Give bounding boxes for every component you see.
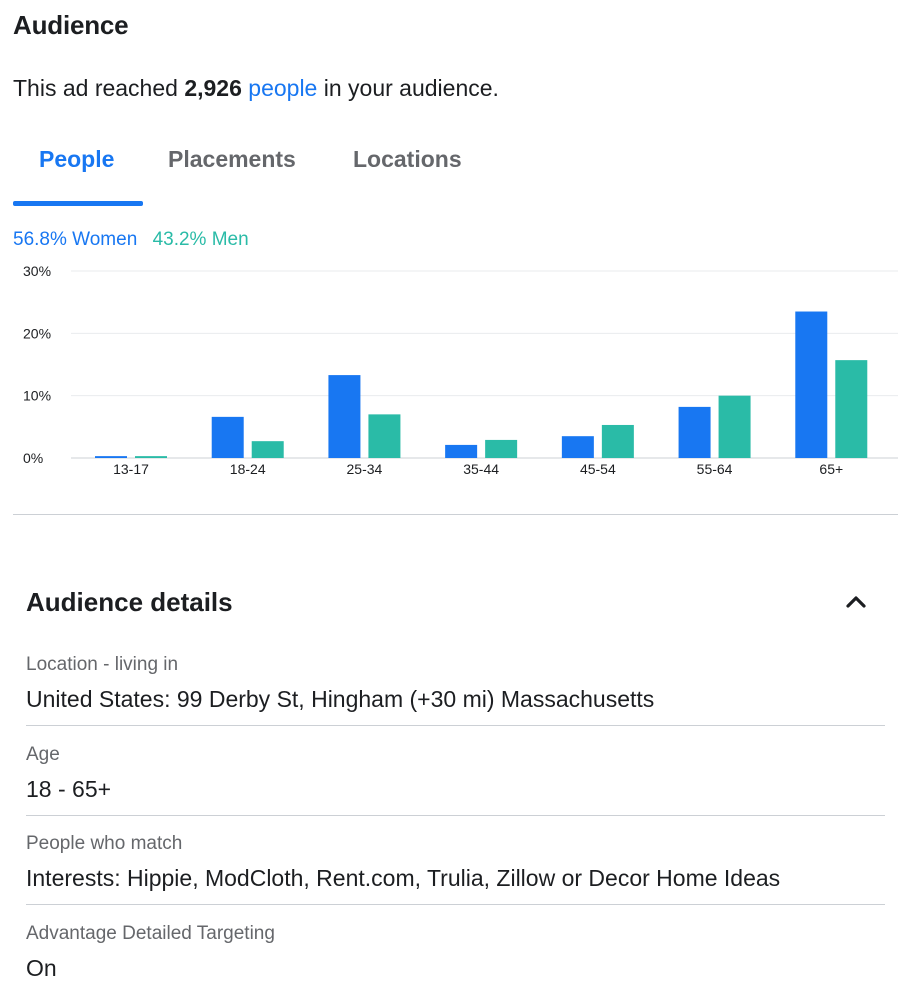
- detail-row-interests: People who match Interests: Hippie, ModC…: [26, 833, 885, 905]
- bar-men: [835, 360, 868, 458]
- detail-row-advantage-targeting: Advantage Detailed Targeting On: [26, 923, 885, 982]
- men-share: 43.2% Men: [152, 229, 249, 250]
- x-tick-label: 25-34: [347, 461, 383, 477]
- bar-men: [601, 424, 634, 458]
- bar-men: [718, 395, 751, 458]
- x-tick-label: 45-54: [580, 461, 616, 477]
- bar-men: [368, 414, 401, 458]
- bar-women: [795, 311, 828, 458]
- age-gender-bar-chart: 0% 10% 20% 30% 13-17 18-24 25-34 35-44 45-54 55-6…: [23, 263, 898, 477]
- detail-label: Age: [26, 744, 60, 765]
- people-link[interactable]: people: [248, 75, 318, 101]
- detail-value: On: [26, 955, 57, 981]
- tab-locations[interactable]: Locations: [353, 146, 462, 172]
- x-tick-label: 18-24: [230, 461, 266, 477]
- detail-row-location: Location - living in United States: 99 D…: [26, 654, 885, 726]
- x-tick-label: 55-64: [697, 461, 733, 477]
- bar-women: [328, 375, 361, 458]
- reach-count: 2,926: [184, 75, 242, 101]
- bar-women: [678, 406, 711, 458]
- x-tick-label: 35-44: [463, 461, 499, 477]
- detail-label: Location - living in: [26, 654, 179, 675]
- detail-row-age: Age 18 - 65+: [26, 744, 885, 816]
- bar-men: [485, 439, 518, 458]
- gender-split: 56.8% Women 43.2% Men: [13, 229, 249, 251]
- x-tick-label: 65+: [819, 461, 843, 477]
- audience-details-title: Audience details: [26, 587, 233, 617]
- y-tick-label: 20%: [23, 325, 51, 341]
- bar-women: [211, 416, 244, 458]
- bar-men: [135, 456, 167, 458]
- detail-value: United States: 99 Derby St, Hingham (+30…: [26, 686, 655, 712]
- reach-suffix: in your audience.: [323, 75, 499, 101]
- bar-women: [445, 444, 478, 458]
- bar-women: [95, 456, 127, 458]
- tab-bar: People Placements Locations: [13, 138, 898, 208]
- detail-label: People who match: [26, 833, 183, 854]
- women-share: 56.8% Women: [13, 229, 138, 250]
- active-tab-indicator: [13, 201, 143, 206]
- y-tick-label: 10%: [23, 388, 51, 404]
- y-tick-label: 30%: [23, 263, 51, 279]
- row-divider: [26, 815, 885, 816]
- row-divider: [26, 725, 885, 726]
- detail-label: Advantage Detailed Targeting: [26, 923, 275, 944]
- x-tick-label: 13-17: [113, 461, 149, 477]
- tab-people[interactable]: People: [39, 146, 115, 172]
- y-tick-label: 0%: [23, 450, 43, 466]
- bar-men: [251, 441, 284, 458]
- tab-placements[interactable]: Placements: [168, 146, 296, 172]
- detail-value: 18 - 65+: [26, 776, 112, 802]
- section-divider: [13, 514, 898, 515]
- chevron-up-icon[interactable]: [840, 586, 872, 618]
- reach-prefix: This ad reached: [13, 75, 178, 101]
- reach-summary: This ad reached 2,926 people in your aud…: [13, 75, 499, 102]
- page-title: Audience: [13, 10, 129, 40]
- row-divider: [26, 904, 885, 905]
- detail-value: Interests: Hippie, ModCloth, Rent.com, T…: [26, 865, 781, 891]
- bar-women: [561, 436, 594, 458]
